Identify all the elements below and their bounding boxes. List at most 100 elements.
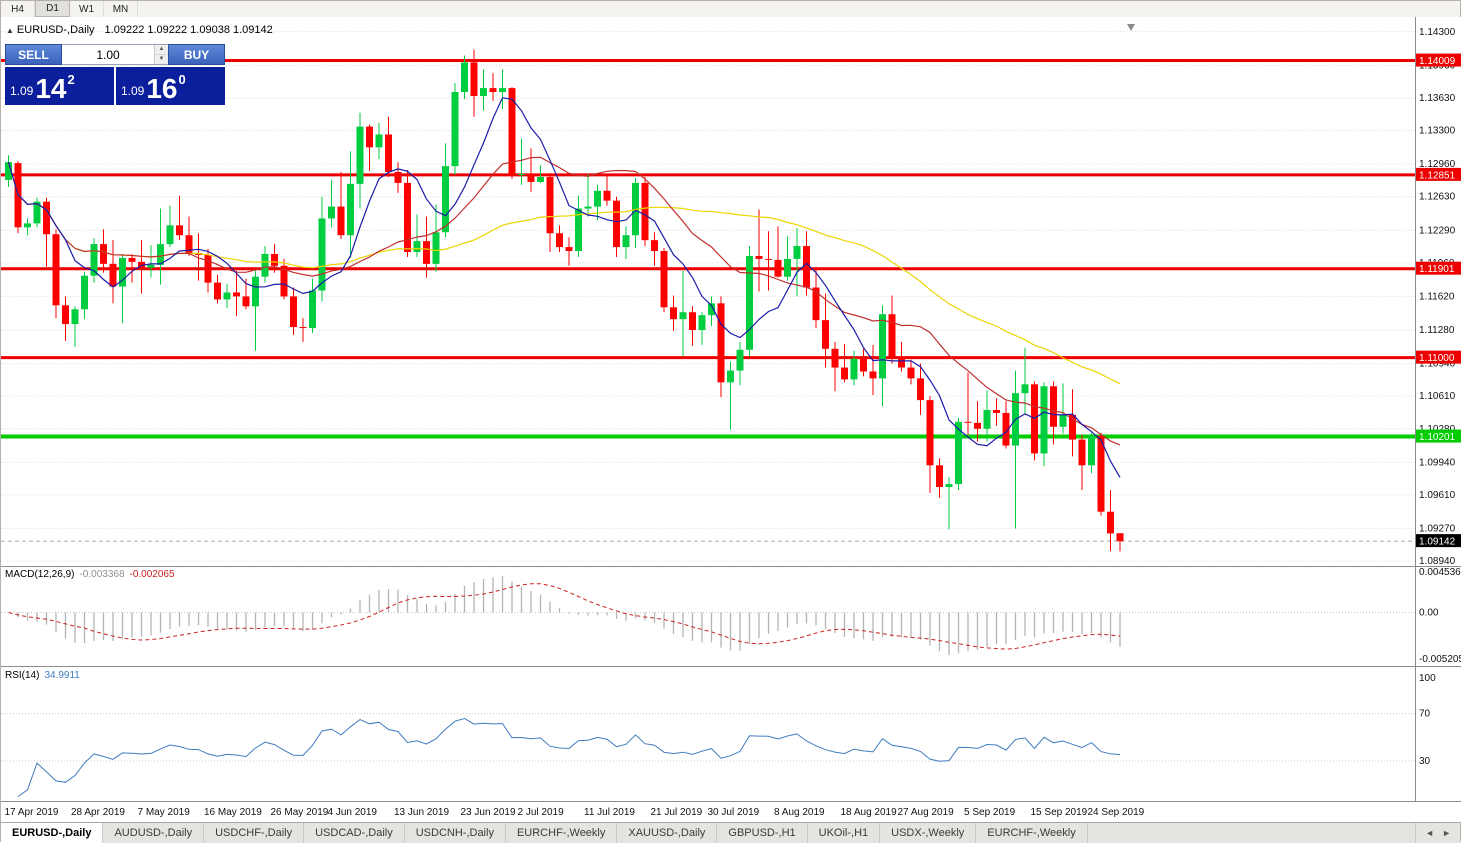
date-label: 30 Jul 2019 xyxy=(708,807,760,818)
moving-average-lines xyxy=(7,97,1121,478)
price-axis-label: 1.08940 xyxy=(1419,556,1456,567)
symbol-tab-ukoil-h1[interactable]: UKOil-,H1 xyxy=(808,823,881,843)
price-axis-label: 1.10280 xyxy=(1419,424,1456,435)
volume-stepper[interactable]: 1.00 ▲ ▼ xyxy=(62,44,168,65)
symbol-tab-usdx-weekly[interactable]: USDX-,Weekly xyxy=(880,823,977,843)
macd-pane[interactable] xyxy=(1,576,1415,656)
tab-scroll-right-icon[interactable]: ► xyxy=(1442,828,1451,838)
rsi-indicator-label: RSI(14) 34.9911 xyxy=(5,670,80,681)
support-line-price-badge xyxy=(1416,429,1461,443)
rsi-line xyxy=(17,717,1121,798)
price-grid xyxy=(1,31,1415,562)
buy-button[interactable]: BUY xyxy=(168,44,225,65)
rsi-axis-label: 70 xyxy=(1419,709,1431,720)
price-axis-label: 1.09940 xyxy=(1419,457,1456,468)
price-axis-label: 1.14300 xyxy=(1419,27,1456,38)
date-label: 4 Jun 2019 xyxy=(328,807,378,818)
tab-scroll-left-icon[interactable]: ◄ xyxy=(1425,828,1435,838)
symbol-tab-usdcad-daily[interactable]: USDCAD-,Daily xyxy=(304,823,405,843)
volume-increase-button[interactable]: ▲ xyxy=(155,45,168,55)
price-axis-label: 1.11620 xyxy=(1419,291,1455,302)
symbol-tab-eurchf-weekly[interactable]: EURCHF-,Weekly xyxy=(506,823,618,843)
date-label: 24 Sep 2019 xyxy=(1088,807,1145,818)
pane-separators xyxy=(1,17,1461,802)
date-label: 5 Sep 2019 xyxy=(964,807,1016,818)
price-axis-label: 1.11280 xyxy=(1419,325,1455,336)
resistance-line-price-badge xyxy=(1416,261,1461,275)
price-axis-label: 1.12630 xyxy=(1419,192,1456,203)
support-line-price-badge-text: 1.10201 xyxy=(1419,432,1456,443)
macd-indicator-label: MACD(12,26,9) -0.003368 -0.002065 xyxy=(5,569,175,580)
chart-symbol-label: EURUSD-,Daily xyxy=(16,24,95,36)
price-axis-label: 1.12290 xyxy=(1419,225,1456,236)
resistance-line-price-badge-text: 1.12851 xyxy=(1419,170,1456,181)
rsi-axis-label: 100 xyxy=(1419,673,1436,684)
date-label: 27 Aug 2019 xyxy=(898,807,955,818)
resistance-line-price-badge-text: 1.14009 xyxy=(1419,56,1456,67)
timeframe-button-mn[interactable]: MN xyxy=(104,1,138,17)
collapse-icon[interactable]: ▲ xyxy=(6,26,14,35)
timeframe-toolbar: H4 D1 W1 MN xyxy=(1,1,1460,18)
date-label: 13 Jun 2019 xyxy=(394,807,449,818)
moving-average-20 xyxy=(7,156,1121,446)
chart-window[interactable]: 1.143001.139601.136301.133001.129601.126… xyxy=(1,17,1461,822)
volume-input[interactable]: 1.00 xyxy=(96,47,120,62)
one-click-trade-panel: SELL 1.00 ▲ ▼ BUY 1.09 14 2 1.09 xyxy=(5,44,225,105)
date-label: 28 Apr 2019 xyxy=(71,807,125,818)
date-label: 16 May 2019 xyxy=(204,807,262,818)
symbol-tab-usdcnh-daily[interactable]: USDCNH-,Daily xyxy=(405,823,506,843)
macd-main-value: -0.003368 xyxy=(79,569,125,580)
symbol-tab-eurchf-weekly[interactable]: EURCHF-,Weekly xyxy=(976,823,1088,843)
price-axis[interactable]: 1.143001.139601.136301.133001.129601.126… xyxy=(1416,27,1461,767)
date-label: 7 May 2019 xyxy=(138,807,191,818)
resistance-line-price-badge-text: 1.11000 xyxy=(1419,353,1455,364)
sell-price-prefix: 1.09 xyxy=(10,84,34,98)
date-label: 17 Apr 2019 xyxy=(5,807,59,818)
timeframe-button-d1[interactable]: D1 xyxy=(35,1,70,17)
chart-ohlc-values: 1.09222 1.09222 1.09038 1.09142 xyxy=(104,24,273,36)
symbol-tab-xauusd-daily[interactable]: XAUUSD-,Daily xyxy=(617,823,718,843)
rsi-axis-label: 30 xyxy=(1419,756,1431,767)
rsi-name: RSI(14) xyxy=(5,670,40,681)
sell-price-point: 2 xyxy=(67,72,75,87)
chart-shift-marker-icon[interactable] xyxy=(1127,24,1135,31)
date-label: 2 Jul 2019 xyxy=(518,807,565,818)
date-label: 15 Sep 2019 xyxy=(1031,807,1088,818)
resistance-line-price-badge xyxy=(1416,350,1461,364)
volume-decrease-button[interactable]: ▼ xyxy=(155,55,168,64)
resistance-line-price-badge xyxy=(1416,53,1461,67)
time-axis[interactable]: 17 Apr 2019 28 Apr 2019 7 May 2019 16 May 2… xyxy=(5,807,1145,818)
symbol-tab-audusd-daily[interactable]: AUDUSD-,Daily xyxy=(103,823,205,843)
moving-average-45 xyxy=(7,161,1121,385)
moving-average-7 xyxy=(7,97,1121,478)
buy-price-button[interactable]: 1.09 16 0 xyxy=(116,67,225,105)
date-label: 23 Jun 2019 xyxy=(461,807,516,818)
timeframe-button-h4[interactable]: H4 xyxy=(1,1,35,17)
symbol-tab-eurusd-daily[interactable]: EURUSD-,Daily xyxy=(1,823,104,843)
buy-price-prefix: 1.09 xyxy=(121,84,145,98)
symbol-tab-gbpusd-h1[interactable]: GBPUSD-,H1 xyxy=(717,823,808,843)
date-label: 11 Jul 2019 xyxy=(584,807,635,818)
sell-button[interactable]: SELL xyxy=(5,44,62,65)
rsi-pane[interactable] xyxy=(1,713,1415,798)
date-label: 8 Aug 2019 xyxy=(774,807,825,818)
symbol-tab-usdchf-daily[interactable]: USDCHF-,Daily xyxy=(204,823,305,843)
macd-signal-line xyxy=(8,583,1121,650)
price-axis-label: 1.09610 xyxy=(1419,490,1456,501)
macd-axis-label: 0.004536 xyxy=(1419,567,1461,578)
date-label: 26 May 2019 xyxy=(271,807,329,818)
current-price-badge xyxy=(1416,534,1461,548)
symbol-tab-bar: EURUSD-,Daily AUDUSD-,Daily USDCHF-,Daily U… xyxy=(1,822,1460,843)
sell-price-button[interactable]: 1.09 14 2 xyxy=(5,67,114,105)
chart-header: ▲ EURUSD-,Daily 1.09222 1.09222 1.09038 1.… xyxy=(6,24,273,36)
resistance-line-price-badge-text: 1.11901 xyxy=(1419,264,1455,275)
macd-axis-label: -0.005205 xyxy=(1419,654,1461,665)
support-resistance-lines[interactable] xyxy=(1,59,1415,542)
resistance-line-price-badge xyxy=(1416,167,1461,181)
price-axis-label: 1.10610 xyxy=(1419,391,1456,402)
current-price-badge-text: 1.09142 xyxy=(1419,537,1456,548)
timeframe-button-w1[interactable]: W1 xyxy=(70,1,104,17)
price-axis-label: 1.13630 xyxy=(1419,93,1456,104)
chart-canvas[interactable]: 1.143001.139601.136301.133001.129601.126… xyxy=(1,17,1461,822)
